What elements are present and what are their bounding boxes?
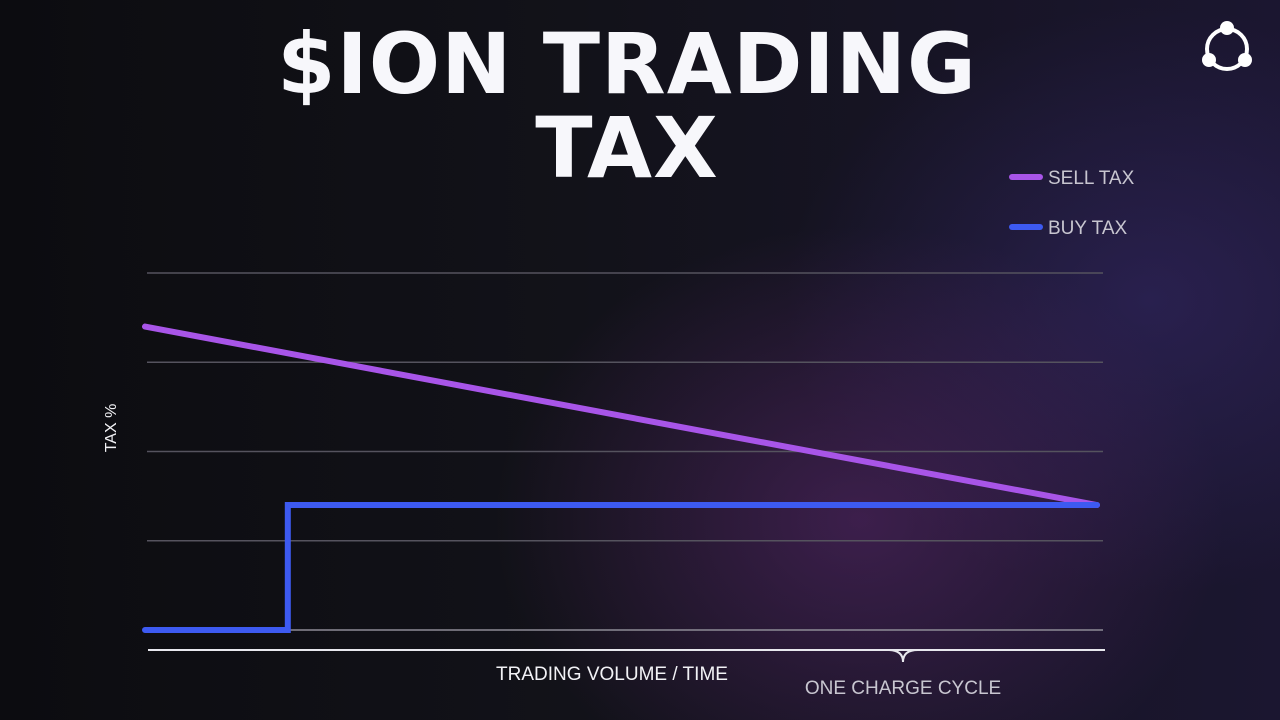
annotation-label: ONE CHARGE CYCLE [805,678,1001,699]
legend-label: BUY TAX [1048,218,1128,239]
title-line-2: TAX [535,99,719,197]
legend-label: SELL TAX [1048,168,1135,189]
triangle-nodes-logo-icon [1202,21,1252,71]
charge-cycle-brace [887,649,919,663]
y-axis-label: TAX % [103,404,120,453]
series-line-buy-tax [142,502,1100,633]
x-axis-label: TRADING VOLUME / TIME [496,664,728,685]
title-line-1: $ION TRADING [277,15,977,113]
page-title: $ION TRADING TAX [0,22,1254,190]
series-line-sell-tax [142,323,1100,509]
